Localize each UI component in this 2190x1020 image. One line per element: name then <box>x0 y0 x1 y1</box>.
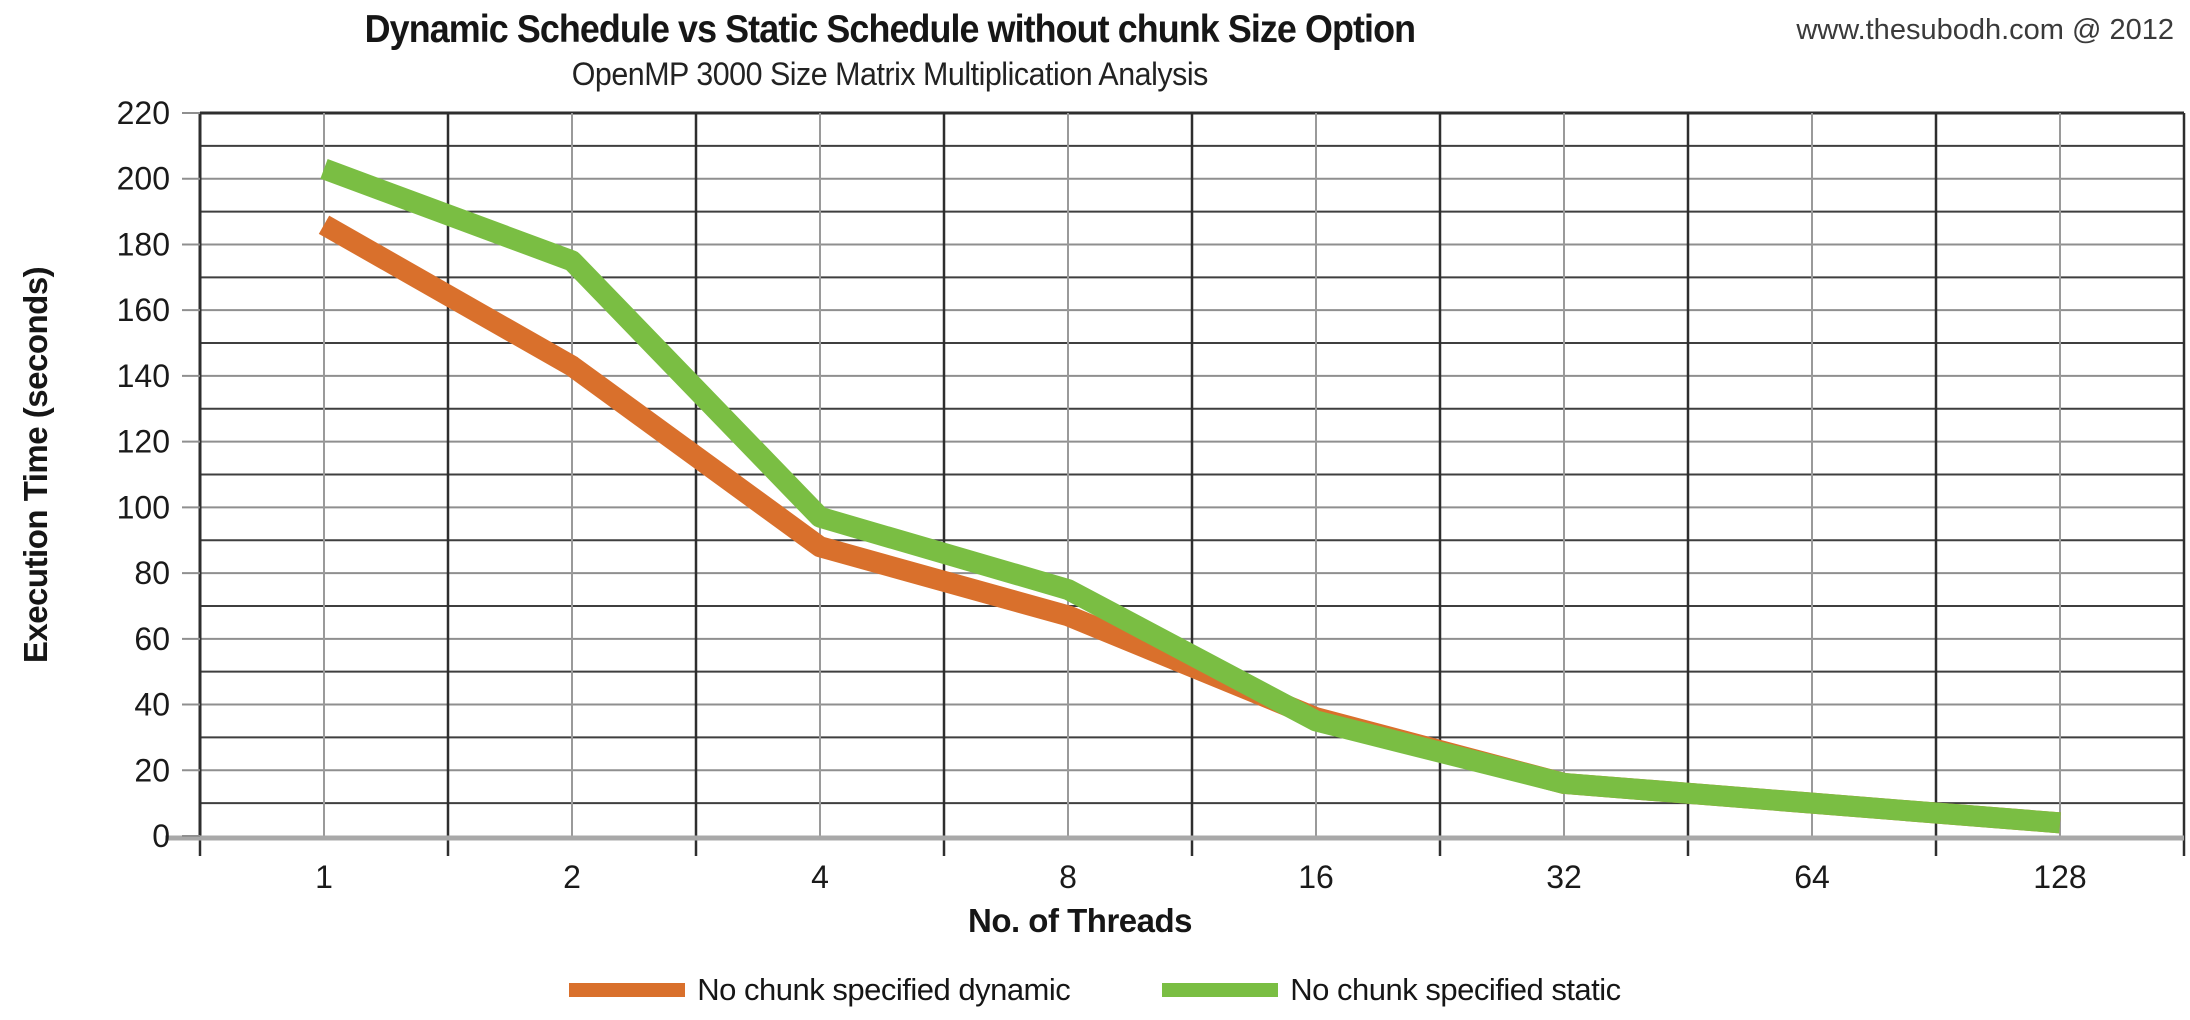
legend-item-static: No chunk specified static <box>1162 972 1621 1008</box>
legend-label-dynamic: No chunk specified dynamic <box>697 972 1071 1007</box>
x-tick-label: 128 <box>2033 859 2086 895</box>
chart-subtitle-block: OpenMP 3000 Size Matrix Multiplication A… <box>100 56 1680 93</box>
x-axis-title: No. of Threads <box>967 902 1193 939</box>
x-tick-label: 4 <box>811 859 829 895</box>
y-tick-label: 0 <box>152 818 170 854</box>
y-tick-label: 120 <box>117 424 170 460</box>
y-tick-label: 140 <box>117 358 170 394</box>
y-tick-label: 220 <box>117 95 170 131</box>
x-tick-label: 1 <box>315 859 333 895</box>
y-tick-label: 20 <box>134 752 170 788</box>
x-tick-label: 2 <box>563 859 581 895</box>
legend-item-dynamic: No chunk specified dynamic <box>569 972 1071 1008</box>
chart-subtitle: OpenMP 3000 Size Matrix Multiplication A… <box>571 56 1209 92</box>
y-tick-label: 80 <box>134 555 170 591</box>
watermark-text: www.thesubodh.com @ 2012 <box>1796 14 2174 46</box>
x-tick-label: 32 <box>1546 859 1582 895</box>
legend-label-static: No chunk specified static <box>1290 972 1621 1007</box>
y-tick-label: 100 <box>117 489 170 525</box>
y-tick-label: 180 <box>117 226 170 262</box>
x-tick-label: 16 <box>1298 859 1334 895</box>
y-tick-label: 60 <box>134 621 170 657</box>
y-tick-label: 40 <box>134 687 170 723</box>
series-line-static <box>320 159 2061 834</box>
x-tick-label: 64 <box>1794 859 1830 895</box>
legend-swatch-dynamic <box>569 983 686 997</box>
legend-swatch-static <box>1162 983 1279 997</box>
y-tick-label: 200 <box>117 161 170 197</box>
legend: No chunk specified dynamic No chunk speci… <box>0 972 2190 1008</box>
chart-title-block: Dynamic Schedule vs Static Schedule with… <box>100 8 1680 52</box>
chart-title: Dynamic Schedule vs Static Schedule with… <box>364 8 1416 51</box>
x-tick-label: 8 <box>1059 859 1077 895</box>
y-tick-label: 160 <box>117 292 170 328</box>
